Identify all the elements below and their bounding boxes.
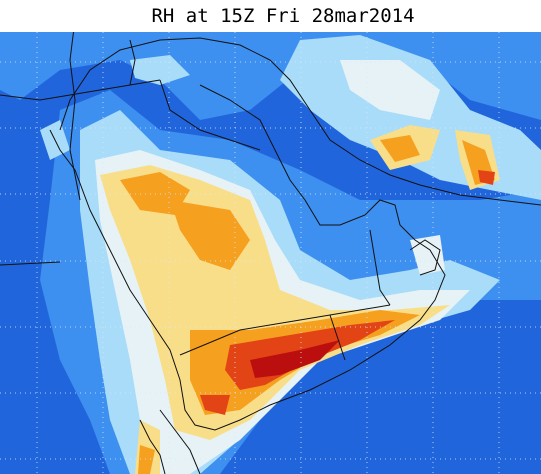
lat-lon-grid [0,32,541,474]
map-area [0,32,541,474]
rh-band-dark-red [250,340,340,378]
borders [0,32,391,361]
map-title: RH at 15Z Fri 28mar2014 [151,5,414,27]
coastlines [49,37,541,474]
